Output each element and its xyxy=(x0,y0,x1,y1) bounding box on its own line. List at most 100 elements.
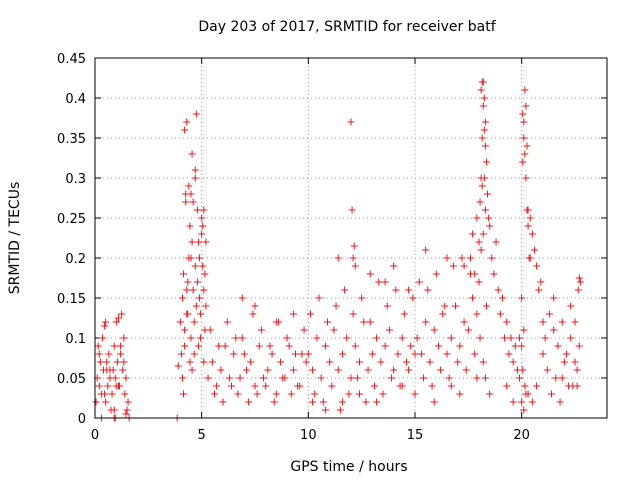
data-point xyxy=(356,358,364,366)
data-point xyxy=(473,214,481,222)
data-point xyxy=(330,326,338,334)
data-point xyxy=(373,334,381,342)
data-point xyxy=(460,318,468,326)
data-point xyxy=(183,286,191,294)
data-point xyxy=(447,382,455,390)
data-point xyxy=(194,342,202,350)
data-point xyxy=(247,358,255,366)
data-point xyxy=(411,350,419,358)
data-point xyxy=(326,358,334,366)
data-point xyxy=(456,390,464,398)
data-point xyxy=(481,206,489,214)
data-point xyxy=(351,262,359,270)
data-point xyxy=(200,358,208,366)
data-point xyxy=(190,318,198,326)
data-point xyxy=(95,350,103,358)
data-point xyxy=(181,126,189,134)
data-point xyxy=(377,358,385,366)
data-point xyxy=(571,318,579,326)
data-point xyxy=(113,358,121,366)
data-point xyxy=(533,262,541,270)
data-point xyxy=(199,262,207,270)
data-point xyxy=(480,94,488,102)
data-point xyxy=(300,326,308,334)
data-point xyxy=(480,126,488,134)
data-point xyxy=(523,206,531,214)
data-point xyxy=(519,110,527,118)
data-point xyxy=(260,374,268,382)
data-point xyxy=(522,174,530,182)
data-point xyxy=(485,214,493,222)
data-point xyxy=(181,326,189,334)
data-point xyxy=(477,246,485,254)
data-point xyxy=(182,198,190,206)
plot-frame xyxy=(94,57,608,419)
data-point xyxy=(353,374,361,382)
data-point xyxy=(458,254,466,262)
data-point xyxy=(473,310,481,318)
data-point xyxy=(554,342,562,350)
data-point xyxy=(202,302,210,310)
data-point xyxy=(200,206,208,214)
data-point xyxy=(524,390,532,398)
data-point xyxy=(537,278,545,286)
data-point xyxy=(328,382,336,390)
data-point xyxy=(350,242,358,250)
data-point xyxy=(521,86,529,94)
data-point xyxy=(185,182,193,190)
data-point xyxy=(187,254,195,262)
data-point xyxy=(405,366,413,374)
data-point xyxy=(523,142,531,150)
data-point xyxy=(484,190,492,198)
data-point xyxy=(494,286,502,294)
data-point xyxy=(193,278,201,286)
data-point xyxy=(443,350,451,358)
data-point xyxy=(415,278,423,286)
data-point xyxy=(460,262,468,270)
data-point xyxy=(447,334,455,342)
data-point xyxy=(249,310,257,318)
x-tick-label: 5 xyxy=(198,428,206,443)
data-point xyxy=(486,390,494,398)
data-point xyxy=(360,318,368,326)
data-point xyxy=(287,390,295,398)
data-point xyxy=(181,342,189,350)
data-point xyxy=(481,374,489,382)
data-point xyxy=(292,350,300,358)
data-point xyxy=(208,358,216,366)
data-point xyxy=(266,342,274,350)
data-point xyxy=(277,358,285,366)
data-point xyxy=(518,294,526,302)
data-point xyxy=(257,326,265,334)
data-point xyxy=(184,278,192,286)
data-point xyxy=(383,302,391,310)
data-point xyxy=(192,302,200,310)
data-point xyxy=(332,302,340,310)
data-point xyxy=(255,342,263,350)
data-point xyxy=(94,342,102,350)
data-point xyxy=(456,342,464,350)
data-point xyxy=(343,334,351,342)
y-tick-label: 0.3 xyxy=(65,172,86,187)
data-point xyxy=(187,190,195,198)
data-point xyxy=(189,198,197,206)
chart-title: Day 203 of 2017, SRMTID for receiver bat… xyxy=(198,19,496,35)
data-point xyxy=(236,374,244,382)
data-point xyxy=(479,358,487,366)
data-point xyxy=(370,382,378,390)
data-point xyxy=(228,382,236,390)
x-tick-labels: 0 5 10 15 20 xyxy=(91,428,530,443)
data-point xyxy=(108,390,116,398)
y-tick-label: 0.25 xyxy=(57,212,86,227)
data-point xyxy=(366,270,374,278)
data-point xyxy=(178,374,186,382)
data-point xyxy=(469,294,477,302)
data-point xyxy=(477,86,485,94)
data-point xyxy=(217,366,225,374)
data-point xyxy=(430,398,438,406)
data-point xyxy=(101,322,109,330)
data-point xyxy=(498,294,506,302)
data-point xyxy=(321,406,329,414)
data-point xyxy=(381,342,389,350)
y-axis-label: SRMTID / TECUs xyxy=(7,182,23,295)
